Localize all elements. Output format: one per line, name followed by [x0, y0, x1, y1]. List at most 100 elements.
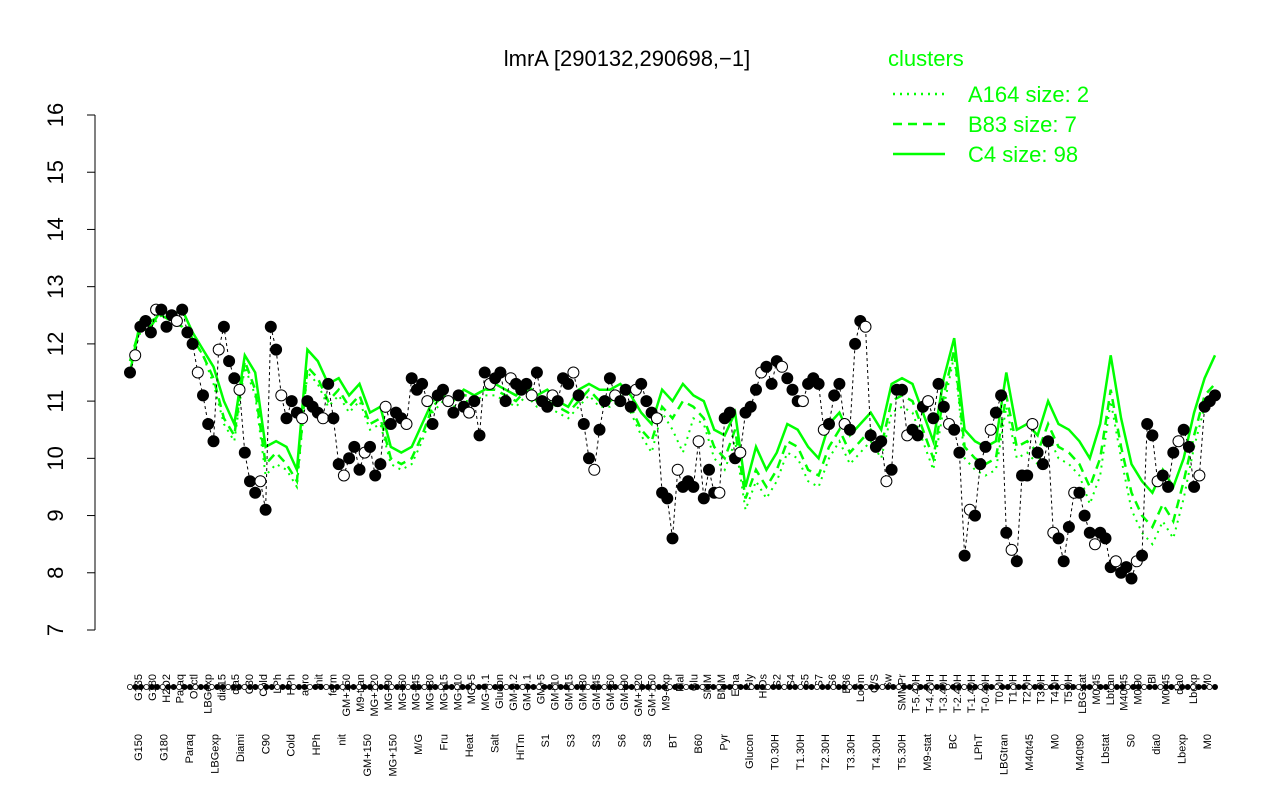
x-marker [1108, 684, 1115, 691]
x-tick-label-top: T-5.40H [910, 674, 922, 713]
x-marker [1157, 684, 1164, 691]
x-marker [623, 684, 630, 691]
data-point [197, 389, 209, 402]
data-point [160, 320, 173, 333]
x-marker [939, 684, 946, 691]
x-tick-label-top: T-1.40H [966, 674, 978, 713]
data-point [452, 389, 465, 402]
x-marker [230, 684, 237, 691]
data-point [1141, 418, 1154, 430]
x-tick-label-top: LBGexp [202, 674, 214, 714]
x-marker [296, 684, 303, 691]
data-point [849, 337, 862, 350]
x-tick-label-top: GM+60 [605, 674, 617, 710]
x-tick-label-top: T-2.40H [952, 674, 964, 713]
data-point [697, 492, 710, 505]
data-point [238, 446, 251, 459]
x-marker [546, 684, 553, 691]
x-marker [993, 684, 1000, 691]
data-point [1193, 469, 1206, 482]
y-tick-label: 16 [43, 103, 68, 127]
x-marker [628, 684, 635, 691]
x-tick-label-top: GM-0.2 [508, 674, 520, 711]
x-marker [797, 684, 804, 691]
data-point [979, 440, 992, 453]
data-point [671, 463, 684, 476]
x-tick-label-bottom: T0.30H [769, 734, 781, 770]
data-point [1036, 458, 1049, 471]
x-marker [426, 684, 433, 691]
x-tick-label-top: GM+90 [619, 674, 631, 710]
data-point [572, 389, 585, 402]
data-point [551, 395, 564, 408]
x-marker [677, 684, 684, 691]
data-point [567, 366, 580, 379]
x-tick-label-bottom: C90 [260, 734, 272, 754]
x-tick-label-top: LPh [272, 674, 284, 694]
x-tick-label-bottom: Lbstat [1100, 734, 1112, 764]
data-point [666, 532, 679, 545]
x-marker [672, 684, 679, 691]
x-marker [879, 684, 886, 691]
x-marker [639, 684, 646, 691]
x-tick-label-top: MG+60 [397, 674, 409, 710]
data-point [144, 326, 157, 339]
x-marker [530, 684, 537, 691]
y-tick-label: 12 [43, 332, 68, 356]
x-marker [236, 684, 243, 691]
x-tick-label-top: MG+30 [425, 674, 437, 710]
data-point [478, 366, 491, 379]
x-marker [301, 684, 308, 691]
x-marker [410, 684, 417, 691]
x-marker [830, 684, 837, 691]
data-point [823, 418, 835, 430]
data-point [1167, 446, 1180, 459]
data-point [1182, 440, 1195, 453]
data-point [124, 366, 136, 379]
x-tick-label-bottom: T4.30H [871, 734, 883, 770]
x-marker [683, 684, 690, 691]
data-point [603, 372, 616, 385]
x-marker [1048, 684, 1055, 691]
x-tick-label-bottom: LPhT [973, 734, 985, 761]
data-point [911, 429, 924, 442]
data-point [650, 412, 663, 425]
x-tick-label-bottom: S1 [540, 734, 552, 747]
data-point [1089, 538, 1101, 551]
data-point [473, 429, 486, 442]
data-point [1109, 555, 1122, 568]
data-point [744, 400, 757, 413]
data-point [259, 503, 272, 516]
x-tick-label-bottom: dia0 [1151, 734, 1163, 755]
data-point [155, 303, 168, 316]
data-point [1010, 555, 1023, 568]
data-point [1021, 469, 1034, 482]
data-point [170, 315, 183, 327]
data-point [776, 360, 788, 373]
y-tick-label: 8 [43, 567, 68, 579]
x-marker [792, 684, 799, 691]
x-marker [737, 684, 744, 691]
data-point [989, 406, 1002, 419]
x-marker [841, 684, 848, 691]
data-point [426, 418, 439, 430]
data-point [927, 412, 940, 425]
data-point [442, 395, 455, 408]
series-line-solid [128, 307, 1217, 495]
data-point [1156, 469, 1169, 482]
x-marker [437, 684, 444, 691]
x-marker [323, 684, 330, 691]
x-tick-label-top: GM-0.1 [522, 674, 534, 711]
data-point [932, 377, 945, 390]
y-tick-label: 7 [43, 624, 68, 636]
data-point [598, 395, 611, 408]
x-marker [972, 684, 979, 691]
data-point [640, 395, 653, 408]
data-point [1031, 446, 1044, 459]
data-point [1177, 423, 1190, 436]
x-tick-label-top: S5 [799, 674, 811, 687]
x-marker [1010, 684, 1017, 691]
data-point [181, 326, 194, 339]
x-marker [268, 684, 275, 691]
